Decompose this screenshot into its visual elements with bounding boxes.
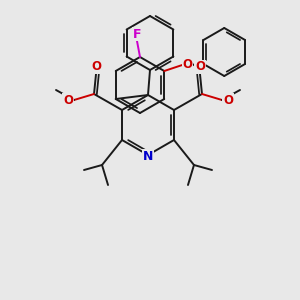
Text: O: O [182,58,192,70]
Text: O: O [195,61,205,74]
Text: O: O [63,94,73,106]
Text: O: O [91,61,101,74]
Text: F: F [133,28,141,40]
Text: N: N [143,149,153,163]
Text: O: O [223,94,233,106]
